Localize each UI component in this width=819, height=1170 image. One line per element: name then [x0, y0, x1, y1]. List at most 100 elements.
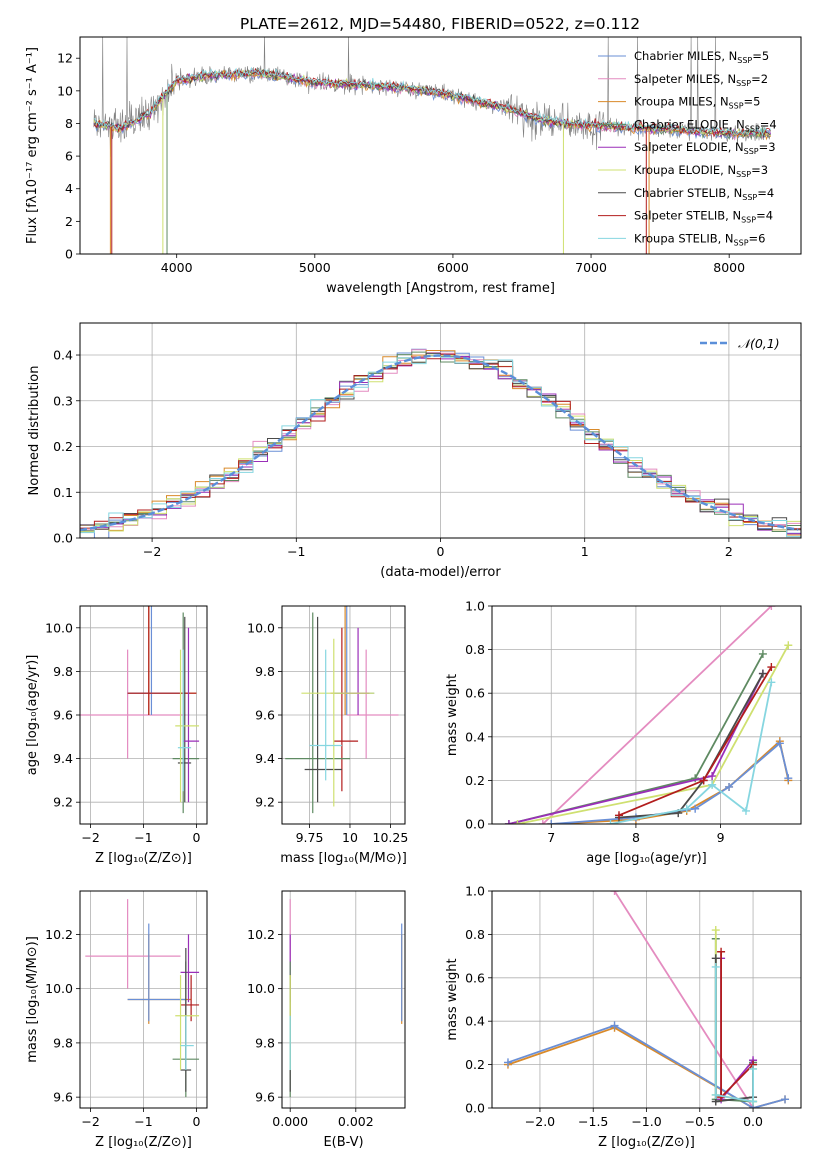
x-tick-label: −1.5 [578, 1114, 608, 1129]
plot-area-mass_vs_Z [85, 899, 200, 1098]
y-tick-label: 10.0 [247, 981, 275, 996]
x-tick-label: −1 [134, 830, 152, 845]
legend-label-chabrier_miles: Chabrier MILES, NSSP=5 [634, 49, 769, 65]
legend-subscript: SSP [734, 238, 749, 247]
legend-value: =4 [757, 186, 774, 200]
legend-value: =3 [759, 140, 776, 154]
legend-subscript: SSP [736, 170, 751, 179]
legend-value: =3 [751, 163, 768, 177]
y-tick-label: 2 [65, 214, 73, 229]
x-tick-label: 9.75 [296, 830, 324, 845]
weight-marker-salpeter_stelib [614, 811, 623, 820]
y-tick-label: 9.4 [53, 751, 73, 766]
y-tick-label: 0.6 [465, 686, 485, 701]
x-axis-label: (data-model)/error [380, 565, 501, 580]
y-axis-label: mass weight [445, 674, 460, 756]
x-tick-label: −1 [134, 1114, 152, 1129]
y-tick-label: 6 [65, 149, 73, 164]
x-tick-label: 0.000 [272, 1114, 308, 1129]
axes-frame [79, 36, 802, 255]
weight-marker-kroupa_elodie [711, 926, 720, 935]
x-axis-label: Z [log₁₀(Z/Z⊙)] [95, 851, 192, 866]
y-tick-label: 0.0 [53, 531, 73, 546]
weight-marker-kroupa_stelib [606, 820, 615, 824]
weight-line-kroupa_stelib [714, 967, 754, 1103]
y-tick-label: 0.2 [465, 773, 485, 788]
weight-marker-kroupa_elodie [784, 641, 793, 650]
x-axis-label: Z [log₁₀(Z/Z⊙)] [95, 1135, 192, 1150]
plot-area-mass_vs_EBV [289, 899, 403, 1098]
legend-value: =4 [760, 117, 777, 131]
x-axis-label: mass [log₁₀(M/M⊙)] [280, 851, 407, 866]
weight-line-salpeter_miles [542, 606, 773, 824]
axes-frame [79, 322, 802, 539]
x-tick-label: 0 [192, 830, 200, 845]
legend-value: =4 [756, 209, 773, 223]
weight-marker-kroupa_stelib [682, 804, 691, 813]
y-tick-label: 1.0 [465, 884, 485, 899]
y-tick-label: 12 [57, 51, 73, 66]
weight-marker-chabrier_miles [691, 804, 700, 813]
y-tick-label: 10.0 [45, 981, 73, 996]
x-axis-label: wavelength [Angstrom, rest frame] [326, 281, 555, 296]
legend-label-gaussian: 𝒩(0,1) [738, 336, 780, 351]
weight-marker-chabrier_miles [503, 1058, 512, 1067]
axes-mass_vs_EBV: 0.000 0.002 9.6 9.8 10.0 10.2 E(B-V) [247, 890, 406, 1150]
legend-label-kroupa_elodie: Kroupa ELODIE, NSSP=3 [634, 163, 768, 179]
weight-marker-salpeter_miles [610, 891, 619, 895]
y-tick-label: 0.8 [465, 642, 485, 657]
plot-area-residuals [80, 348, 801, 538]
legend-value: =5 [744, 95, 761, 109]
y-tick-label: 0.6 [465, 970, 485, 985]
x-tick-label: 7000 [575, 260, 607, 275]
legend-subscript: SSP [742, 193, 757, 202]
axes-frame [79, 605, 208, 825]
y-tick-label: 10 [57, 83, 73, 98]
x-tick-label: −1.0 [631, 1114, 661, 1129]
x-tick-label: 0.0 [743, 1114, 763, 1129]
y-tick-label: 0.0 [465, 1101, 485, 1116]
x-tick-label: 0.002 [338, 1114, 374, 1129]
y-axis-label: Flux [fλ10⁻¹⁷ erg cm⁻² s⁻¹ A⁻¹] [25, 47, 40, 244]
legend-value: =6 [749, 231, 766, 245]
weight-marker-chabrier_miles [725, 782, 734, 791]
y-tick-label: 10.2 [45, 927, 73, 942]
x-tick-label: 10.25 [373, 830, 409, 845]
gaussian-curve [80, 354, 799, 532]
y-axis-label: mass weight [445, 958, 460, 1040]
y-tick-label: 8 [65, 116, 73, 131]
plot-area-weight_vs_age [504, 606, 793, 824]
weight-marker-kroupa_stelib [749, 1064, 758, 1073]
y-tick-label: 9.8 [53, 664, 73, 679]
weight-marker-chabrier_stelib [758, 669, 767, 678]
weight-line-salpeter_miles [613, 891, 754, 1108]
x-tick-label: −0.5 [685, 1114, 715, 1129]
weight-marker-kroupa_stelib [749, 1097, 758, 1106]
axes-age_vs_Z: −2 −1 0 9.2 9.4 9.6 9.8 10.0 Z [log₁₀(Z/Z⊙)] age … [25, 605, 208, 866]
x-tick-label: 2 [725, 544, 733, 559]
weight-line-salpeter_stelib [720, 951, 754, 1100]
weight-marker-salpeter_miles [538, 820, 547, 824]
x-tick-label: −2.0 [525, 1114, 555, 1129]
weight-line-chabrier_miles [507, 1024, 786, 1108]
x-tick-label: −2 [81, 1114, 99, 1129]
weight-marker-chabrier_miles [775, 739, 784, 748]
legend-subscript: SSP [729, 102, 744, 111]
y-tick-label: 10.0 [45, 620, 73, 635]
weight-marker-kroupa_elodie [513, 820, 522, 824]
y-tick-label: 0.4 [53, 348, 73, 363]
x-axis-label: E(B-V) [323, 1135, 363, 1150]
axes-weight_vs_age: 7 8 9 0.0 0.2 0.4 0.6 0.8 1.0 age [log₁₀(age/yr)]… [445, 599, 802, 866]
plot-area-age_vs_Z [80, 606, 200, 814]
x-tick-label: 8 [632, 830, 640, 845]
model-line-kroupa_stelib [93, 66, 771, 137]
weight-marker-chabrier_miles [547, 820, 556, 824]
y-axis-label: age [log₁₀(age/yr)] [25, 655, 40, 776]
y-tick-label: 0.8 [465, 927, 485, 942]
weight-marker-chabrier_miles [610, 1021, 619, 1030]
weight-marker-chabrier_elodie [758, 649, 767, 658]
weight-marker-salpeter_stelib [717, 947, 726, 956]
legend-subscript: SSP [736, 79, 751, 88]
axes-frame [281, 605, 406, 825]
